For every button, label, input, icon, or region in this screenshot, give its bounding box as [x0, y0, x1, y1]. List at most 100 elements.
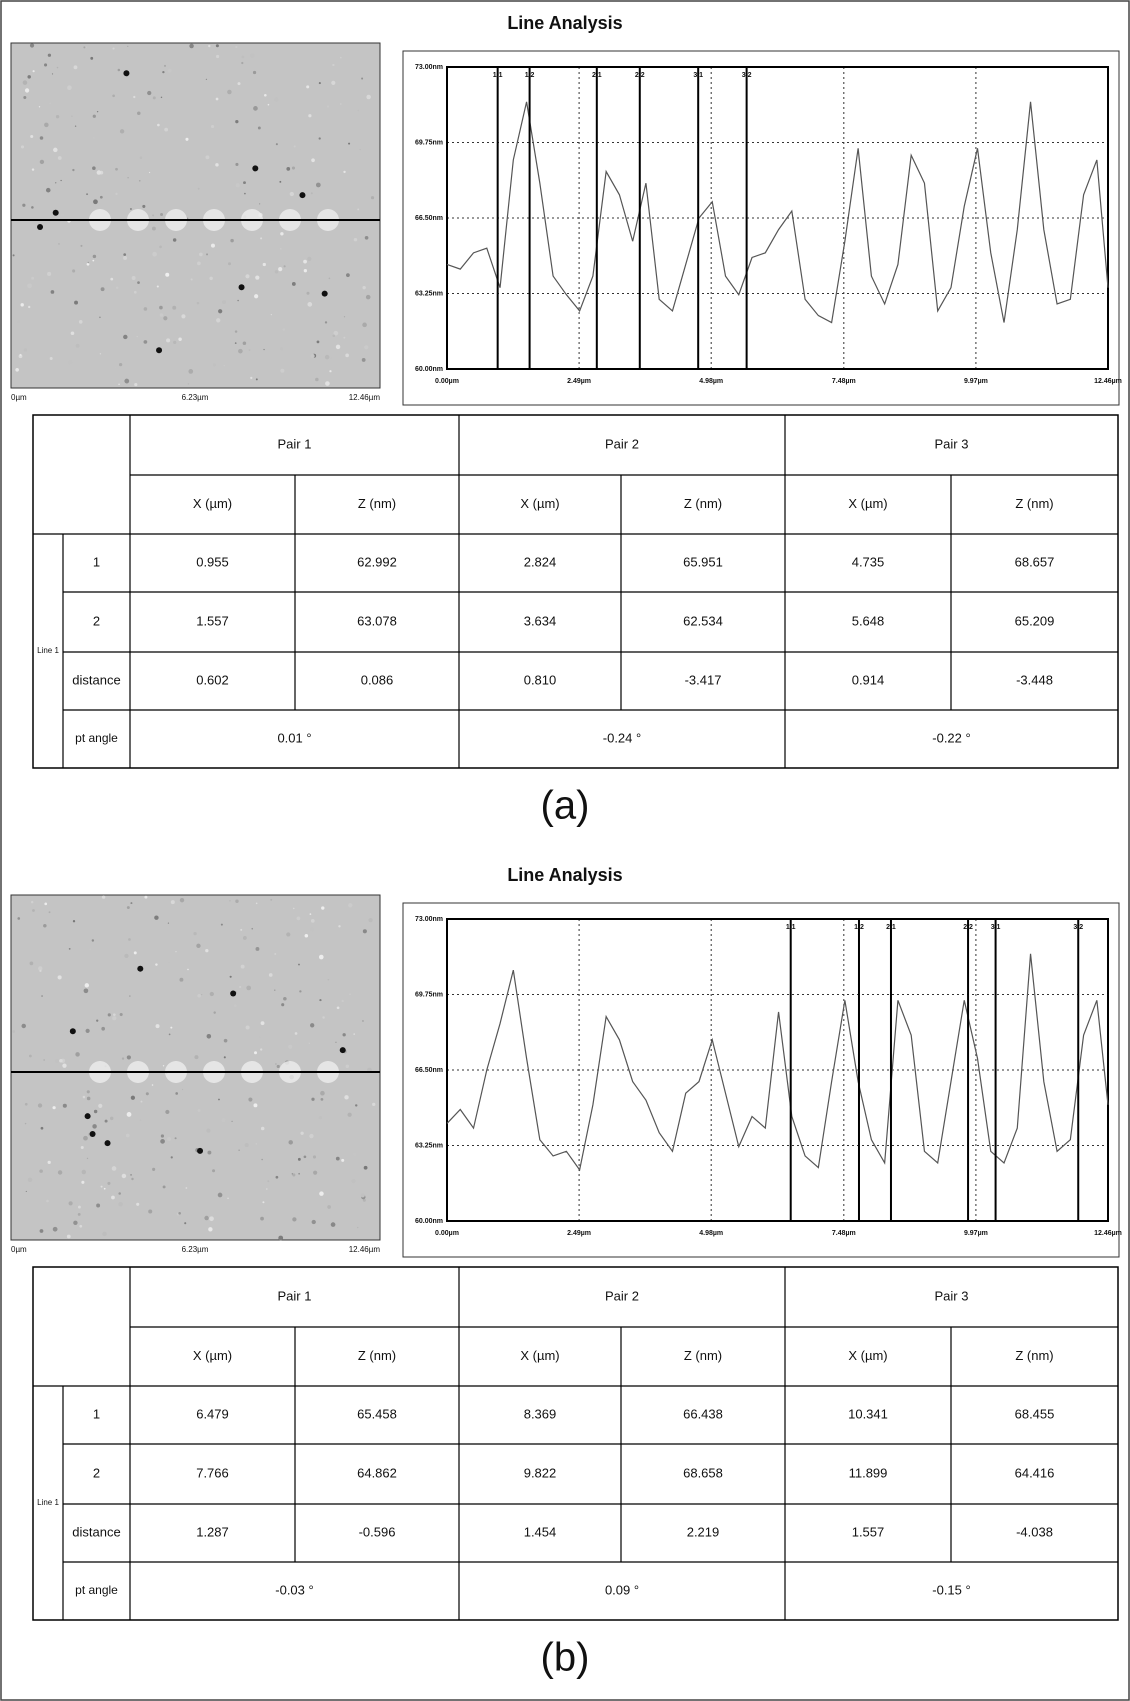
afm-texture	[362, 285, 366, 290]
afm-texture	[208, 44, 211, 48]
afm-texture	[39, 1169, 43, 1173]
table-cell: 6.479	[196, 1406, 229, 1421]
afm-texture	[137, 281, 140, 285]
afm-texture	[19, 353, 22, 356]
afm-texture	[113, 1013, 116, 1016]
afm-texture	[294, 1032, 298, 1035]
angle-value: -0.03 °	[275, 1582, 313, 1597]
afm-texture	[123, 256, 128, 260]
afm-texture	[286, 932, 291, 937]
table-cell: -3.448	[1016, 672, 1053, 687]
row-label: 1	[93, 554, 100, 569]
afm-texture	[241, 61, 244, 65]
afm-texture	[52, 1226, 58, 1232]
afm-texture	[163, 64, 167, 67]
panel-title: Line Analysis	[507, 13, 622, 33]
afm-texture	[255, 1143, 257, 1145]
afm-texture	[112, 47, 115, 50]
afm-texture	[147, 90, 152, 96]
afm-texture	[282, 328, 286, 331]
afm-texture	[255, 378, 258, 381]
column-header: Z (nm)	[358, 1348, 396, 1363]
afm-texture	[220, 923, 223, 926]
afm-texture	[93, 199, 98, 205]
afm-texture	[239, 985, 242, 989]
afm-texture	[70, 331, 75, 336]
afm-texture	[303, 259, 307, 264]
afm-texture	[112, 1016, 117, 1021]
afm-texture	[276, 1064, 280, 1069]
cursor-label: 3.2	[1073, 924, 1083, 931]
afm-particle	[197, 1147, 204, 1154]
afm-texture	[162, 1185, 166, 1189]
afm-texture	[330, 1222, 336, 1227]
y-tick-label: 60.00nm	[415, 1218, 443, 1225]
afm-texture	[299, 990, 302, 993]
afm-texture	[86, 193, 89, 196]
afm-texture	[124, 378, 130, 384]
afm-texture	[159, 313, 164, 317]
afm-texture	[28, 305, 31, 309]
afm-texture	[162, 1065, 165, 1067]
row-label: 2	[93, 613, 100, 628]
image-axis-label: 6.23µm	[182, 393, 209, 402]
afm-texture	[57, 975, 62, 980]
afm-particle	[230, 990, 237, 997]
afm-particle	[339, 1047, 346, 1054]
afm-texture	[55, 114, 60, 119]
afm-texture	[368, 918, 373, 923]
afm-texture	[103, 1187, 106, 1190]
afm-texture	[346, 273, 350, 278]
cursor-label: 2.1	[886, 924, 896, 931]
afm-texture	[240, 928, 243, 931]
afm-texture	[209, 276, 213, 281]
column-header: X (µm)	[848, 496, 887, 511]
profile-line	[446, 101, 1109, 324]
afm-texture	[324, 354, 330, 360]
afm-texture	[131, 276, 136, 280]
afm-texture	[308, 114, 312, 118]
afm-particle	[89, 1131, 96, 1138]
afm-texture	[43, 924, 47, 928]
afm-texture	[219, 194, 221, 196]
row-label: 2	[93, 1465, 100, 1480]
afm-texture	[206, 1128, 211, 1133]
afm-texture	[303, 269, 307, 273]
x-tick-label: 2.49µm	[567, 1230, 591, 1237]
afm-texture	[60, 213, 65, 217]
cursor-label: 2.2	[963, 924, 973, 931]
afm-texture	[212, 1169, 216, 1173]
afm-texture	[241, 55, 245, 59]
afm-texture	[78, 1205, 81, 1209]
afm-texture	[128, 938, 131, 941]
afm-texture	[123, 334, 128, 340]
afm-texture	[339, 56, 342, 59]
afm-texture	[311, 1219, 316, 1225]
afm-texture	[278, 1235, 284, 1241]
afm-texture	[49, 102, 52, 105]
afm-texture	[159, 305, 163, 310]
column-header: X (µm)	[193, 496, 232, 511]
afm-particle	[321, 290, 328, 297]
afm-texture	[349, 993, 351, 996]
afm-texture	[90, 56, 94, 60]
afm-texture	[221, 300, 227, 305]
x-tick-label: 0.00µm	[435, 1230, 459, 1237]
image-axis-label: 12.46µm	[349, 1245, 381, 1254]
afm-texture	[250, 376, 253, 380]
afm-texture	[245, 274, 250, 279]
afm-texture	[137, 111, 141, 115]
afm-texture	[145, 1092, 149, 1096]
afm-texture	[232, 922, 237, 928]
column-header: Z (nm)	[684, 1348, 722, 1363]
afm-texture	[31, 206, 34, 209]
afm-texture	[92, 136, 95, 139]
afm-texture	[98, 1103, 103, 1108]
afm-texture	[212, 363, 216, 367]
afm-texture	[348, 903, 353, 908]
afm-texture	[280, 368, 285, 373]
angle-value: -0.15 °	[932, 1582, 970, 1597]
afm-texture	[246, 985, 252, 991]
afm-texture	[167, 922, 170, 924]
afm-texture	[50, 290, 55, 294]
